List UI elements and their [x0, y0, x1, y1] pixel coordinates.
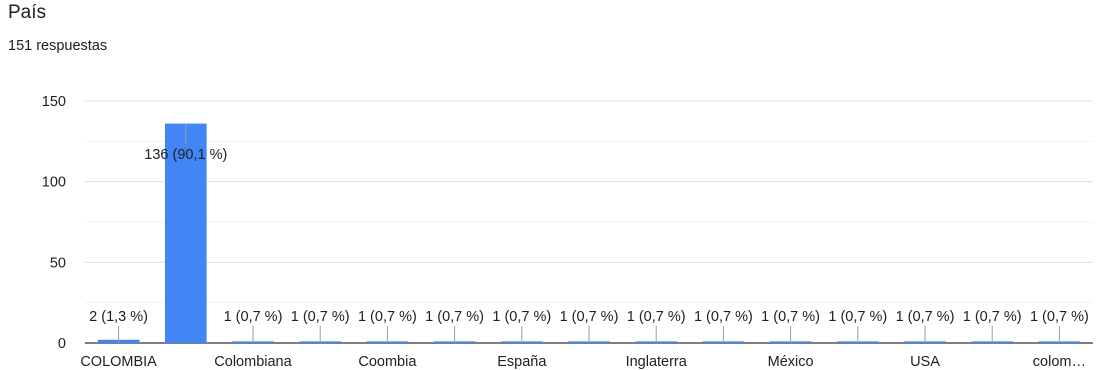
y-tick-label: 100	[42, 175, 66, 191]
x-category-label: colom…	[1033, 354, 1086, 370]
x-category-label: Inglaterra	[626, 354, 688, 370]
y-axis-ticks: 0 50 100 150	[42, 94, 66, 352]
x-category-label: USA	[910, 354, 940, 370]
question-title: País	[8, 2, 47, 23]
x-category-label: Colombiana	[214, 354, 292, 370]
x-category-label: México	[768, 354, 814, 370]
y-tick-label: 50	[50, 255, 66, 271]
gridlines	[85, 100, 1093, 344]
data-label: 1 (0,7 %)	[761, 309, 820, 325]
data-label: 1 (0,7 %)	[896, 309, 955, 325]
data-label: 2 (1,3 %)	[89, 309, 148, 325]
response-count: 151 respuestas	[8, 38, 108, 54]
data-label: 1 (0,7 %)	[1030, 309, 1089, 325]
x-category-label: COLOMBIA	[80, 354, 157, 370]
data-label: 1 (0,7 %)	[291, 309, 350, 325]
data-label: 1 (0,7 %)	[694, 309, 753, 325]
x-category-label: Coombia	[358, 354, 417, 370]
data-label: 1 (0,7 %)	[560, 309, 619, 325]
data-label: 136 (90,1 %)	[144, 147, 227, 163]
data-label: 1 (0,7 %)	[828, 309, 887, 325]
data-label: 1 (0,7 %)	[492, 309, 551, 325]
data-label: 1 (0,7 %)	[627, 309, 686, 325]
data-label: 1 (0,7 %)	[963, 309, 1022, 325]
y-tick-label: 150	[42, 94, 66, 110]
data-labels: 2 (1,3 %) 136 (90,1 %) 1 (0,7 %) 1 (0,7 %) 1…	[89, 123, 1089, 343]
data-label: 1 (0,7 %)	[224, 309, 283, 325]
data-label: 1 (0,7 %)	[425, 309, 484, 325]
x-axis-labels: COLOMBIA Colombiana Coombia España Inglaterr…	[80, 354, 1086, 370]
x-category-label: España	[497, 354, 547, 370]
data-label: 1 (0,7 %)	[358, 309, 417, 325]
bar[interactable]	[164, 123, 207, 343]
y-tick-label: 0	[58, 336, 66, 352]
